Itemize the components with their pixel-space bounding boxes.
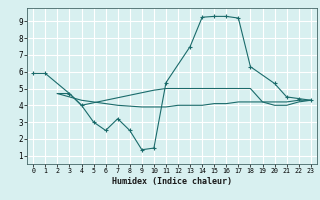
X-axis label: Humidex (Indice chaleur): Humidex (Indice chaleur) [112, 177, 232, 186]
